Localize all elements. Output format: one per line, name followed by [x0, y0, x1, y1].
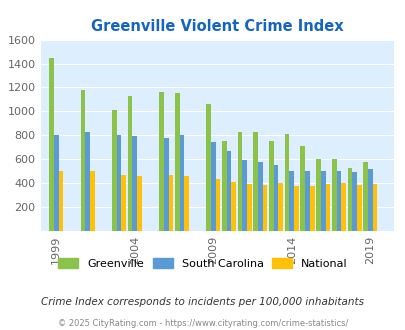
Bar [211, 143, 215, 231]
Legend: Greenville, South Carolina, National: Greenville, South Carolina, National [53, 254, 352, 273]
Bar [284, 134, 289, 231]
Bar [289, 171, 293, 231]
Bar [58, 171, 63, 231]
Bar [222, 141, 226, 231]
Bar [184, 176, 188, 231]
Title: Greenville Violent Crime Index: Greenville Violent Crime Index [91, 19, 343, 34]
Bar [305, 171, 309, 231]
Bar [320, 171, 325, 231]
Bar [112, 110, 117, 231]
Bar [253, 132, 258, 231]
Bar [226, 151, 231, 231]
Bar [231, 182, 235, 231]
Bar [242, 160, 246, 231]
Bar [81, 90, 85, 231]
Bar [300, 146, 305, 231]
Bar [331, 159, 336, 231]
Text: Crime Index corresponds to incidents per 100,000 inhabitants: Crime Index corresponds to incidents per… [41, 297, 364, 307]
Bar [347, 168, 352, 231]
Bar [117, 135, 121, 231]
Bar [168, 175, 173, 231]
Bar [325, 184, 329, 231]
Bar [273, 165, 278, 231]
Bar [336, 171, 340, 231]
Bar [262, 185, 267, 231]
Bar [206, 104, 211, 231]
Bar [352, 172, 356, 231]
Bar [315, 159, 320, 231]
Bar [362, 162, 367, 231]
Bar [159, 92, 164, 231]
Bar [128, 96, 132, 231]
Bar [90, 171, 94, 231]
Bar [367, 169, 372, 231]
Bar [164, 138, 168, 231]
Bar [246, 184, 251, 231]
Bar [293, 186, 298, 231]
Bar [258, 162, 262, 231]
Bar [121, 175, 126, 231]
Text: © 2025 CityRating.com - https://www.cityrating.com/crime-statistics/: © 2025 CityRating.com - https://www.city… [58, 319, 347, 328]
Bar [237, 132, 242, 231]
Bar [372, 184, 376, 231]
Bar [54, 135, 58, 231]
Bar [85, 132, 90, 231]
Bar [356, 185, 361, 231]
Bar [269, 141, 273, 231]
Bar [215, 179, 220, 231]
Bar [137, 176, 141, 231]
Bar [278, 183, 282, 231]
Bar [309, 186, 314, 231]
Bar [340, 183, 345, 231]
Bar [175, 93, 179, 231]
Bar [49, 58, 54, 231]
Bar [132, 137, 137, 231]
Bar [179, 135, 184, 231]
